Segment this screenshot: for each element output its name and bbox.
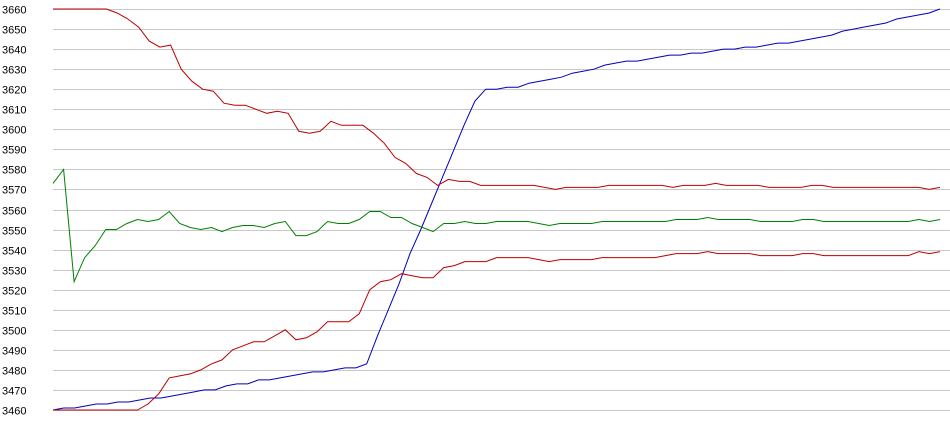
- y-tick-label: 3510: [2, 306, 26, 318]
- y-tick-label: 3570: [2, 185, 26, 197]
- y-tick-label: 3530: [2, 266, 26, 278]
- y-tick-label: 3620: [2, 85, 26, 97]
- grid-lines: [53, 9, 950, 411]
- y-tick-label: 3590: [2, 145, 26, 157]
- series-3-points: [52, 169, 941, 282]
- y-tick-label: 3490: [2, 346, 26, 358]
- y-tick-label: 3650: [2, 25, 26, 37]
- y-tick-label: 3560: [2, 206, 26, 218]
- y-tick-label: 3550: [2, 226, 26, 238]
- y-tick-label: 3460: [2, 406, 26, 418]
- series-lines: [52, 8, 941, 411]
- y-tick-label: 3600: [2, 125, 26, 137]
- y-tick-label: 3640: [2, 45, 26, 57]
- y-tick-label: 3580: [2, 165, 26, 177]
- y-tick-label: 3470: [2, 386, 26, 398]
- series-line-2: [53, 8, 941, 190]
- y-tick-label: 3480: [2, 366, 26, 378]
- series-2-points: [52, 8, 941, 190]
- y-tick-label: 3540: [2, 246, 26, 258]
- y-axis-tick-labels: 3660 3650 3640 3630 3620 3610 3600 3590 3580 3570…: [2, 5, 26, 418]
- y-tick-label: 3630: [2, 65, 26, 77]
- y-tick-label: 3610: [2, 105, 26, 117]
- series-4-points: [52, 251, 941, 411]
- y-tick-label: 3500: [2, 326, 26, 338]
- y-tick-label: 3660: [2, 5, 26, 17]
- y-tick-label: 3520: [2, 286, 26, 298]
